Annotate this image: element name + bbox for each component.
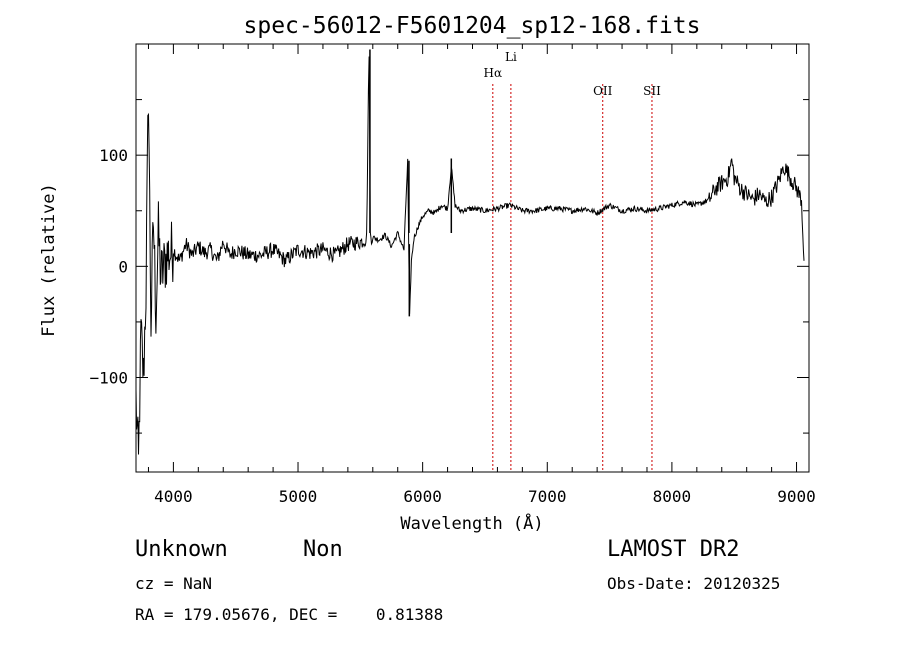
x-tick-label: 7000 xyxy=(528,487,567,506)
x-tick-label: 9000 xyxy=(777,487,816,506)
obs-date: Obs-Date: 20120325 xyxy=(607,574,781,593)
object-subclass: Non xyxy=(303,537,343,562)
x-axis-label: Wavelength (Å) xyxy=(400,512,543,534)
line-marker-label: Hα xyxy=(484,66,503,80)
spectrum-line xyxy=(136,56,805,455)
plot-frame xyxy=(135,43,810,473)
x-tick-label: 8000 xyxy=(653,487,692,506)
survey-name: LAMOST DR2 xyxy=(607,537,740,562)
y-tick-label: 100 xyxy=(99,146,128,165)
line-marker-label: SII xyxy=(643,84,661,98)
x-tick-label: 5000 xyxy=(279,487,318,506)
line-marker-label: Li xyxy=(505,50,517,64)
y-tick-label: −100 xyxy=(89,369,128,388)
y-axis-label: Flux (relative) xyxy=(39,183,59,337)
object-class: Unknown xyxy=(135,537,228,562)
x-tick-label: 6000 xyxy=(403,487,442,506)
x-tick-label: 4000 xyxy=(154,487,193,506)
y-tick-label: 0 xyxy=(118,257,128,276)
redshift-cz: cz = NaN xyxy=(135,574,213,593)
line-marker-label: OII xyxy=(593,84,613,98)
coordinates: RA = 179.05676, DEC = 0.81388 xyxy=(135,605,444,624)
chart-title: spec-56012-F5601204_sp12-168.fits xyxy=(244,13,701,39)
